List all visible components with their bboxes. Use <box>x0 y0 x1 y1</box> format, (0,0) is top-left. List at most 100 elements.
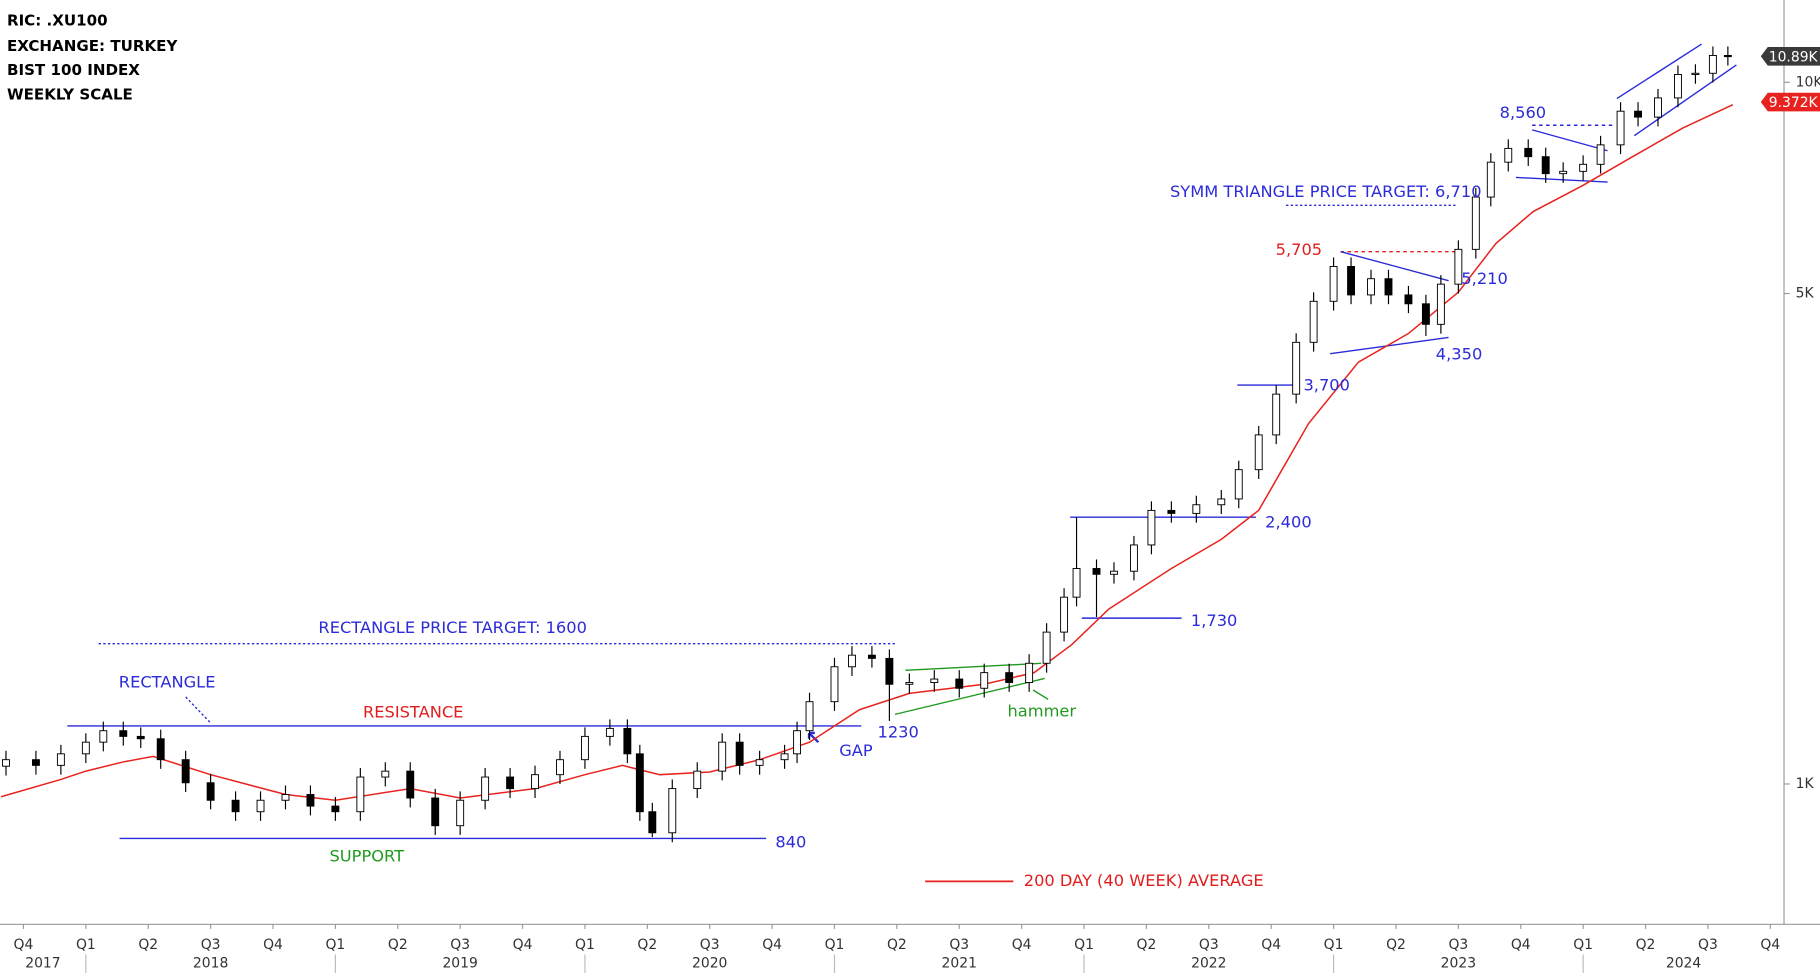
candle-body <box>848 654 856 668</box>
year-label: 2018 <box>193 956 228 972</box>
y-tick-label: 10K <box>1796 74 1820 90</box>
candle-body <box>1421 303 1430 325</box>
annotations: RECTANGLE PRICE TARGET: 1600 RECTANGLE R… <box>119 103 1546 890</box>
annotation: 1,730 <box>1191 611 1238 630</box>
annotation: RECTANGLE <box>119 673 216 692</box>
annotation: 3,700 <box>1303 376 1350 395</box>
x-tick-label: Q4 <box>1261 937 1281 953</box>
triangle-line <box>1340 250 1449 282</box>
candle-body <box>668 788 677 834</box>
x-tick-label: Q2 <box>1386 937 1406 953</box>
candle-body <box>1436 283 1445 325</box>
candle-body <box>955 678 964 689</box>
annotation: 840 <box>775 833 806 852</box>
wedge-line <box>1515 176 1608 183</box>
annotation: 8,560 <box>1500 103 1547 122</box>
candle-body <box>1404 294 1413 305</box>
price-tag-label: 9.372K <box>1769 95 1819 111</box>
x-tick-label: Q1 <box>1573 937 1593 953</box>
pointer <box>1032 689 1049 700</box>
x-tick-label: Q4 <box>14 937 34 953</box>
candle-body <box>99 730 108 743</box>
candle-body <box>231 799 240 813</box>
candle-body <box>1674 74 1682 99</box>
candle-body <box>793 730 802 755</box>
candle-body <box>1309 300 1318 343</box>
candle-body <box>1005 672 1014 683</box>
candle-body <box>2 759 10 767</box>
x-tick-label: Q3 <box>450 937 470 953</box>
year-label: 2017 <box>25 956 60 972</box>
candle-body <box>1025 662 1034 683</box>
wedge-line <box>1531 129 1608 152</box>
annotation: 1230 <box>878 722 919 741</box>
candle-body <box>1654 97 1662 118</box>
x-tick-label: Q4 <box>1511 937 1531 953</box>
candle-body <box>136 735 145 740</box>
pointer <box>185 696 212 725</box>
candle-body <box>381 770 390 778</box>
candle-body <box>1596 144 1605 165</box>
candle-body <box>980 672 989 689</box>
x-tick-label: Q2 <box>138 937 158 953</box>
candle-body <box>1092 568 1101 575</box>
year-label: 2020 <box>692 956 727 972</box>
candle-body <box>306 794 315 807</box>
triangle-line <box>894 677 1045 716</box>
annotation: RECTANGLE PRICE TARGET: 1600 <box>318 618 587 637</box>
header-line: EXCHANGE: TURKEY <box>7 37 179 55</box>
candle-body <box>1541 156 1550 175</box>
candle-body <box>56 753 65 766</box>
plot-area <box>0 46 1734 843</box>
year-label: 2023 <box>1441 956 1476 972</box>
price-tag <box>1760 47 1820 66</box>
channel-line <box>1616 43 1702 100</box>
candle-body <box>1559 170 1568 175</box>
x-tick-label: Q1 <box>76 937 96 953</box>
x-tick-label: Q3 <box>949 937 969 953</box>
candle-body <box>780 753 789 761</box>
candle-body <box>1217 498 1226 506</box>
candle-body <box>531 774 539 790</box>
triangle-line <box>905 662 1042 672</box>
candle-body <box>1147 509 1156 546</box>
x-tick-label: Q3 <box>201 937 221 953</box>
candle-body <box>406 770 415 799</box>
candle-body <box>867 654 876 659</box>
candle-body <box>1471 196 1480 250</box>
candle-body <box>181 759 190 784</box>
candle-body <box>1192 504 1201 514</box>
candle-body <box>1292 341 1301 395</box>
x-tick-label: Q3 <box>1698 937 1718 953</box>
candle-body <box>156 738 165 761</box>
annotation: SYMM TRIANGLE PRICE TARGET: 6,710 <box>1170 182 1482 201</box>
header-line: RIC: .XU100 <box>7 11 108 29</box>
x-tick-label: Q4 <box>1760 937 1780 953</box>
candle-body <box>281 794 290 801</box>
price-tag-label: 10.89K <box>1769 49 1819 65</box>
header-line: BIST 100 INDEX <box>7 61 140 79</box>
candle-body <box>31 759 40 766</box>
candle-body <box>1167 509 1176 514</box>
x-tick-label: Q1 <box>575 937 595 953</box>
annotation: SUPPORT <box>329 847 404 866</box>
candle-body <box>1634 110 1642 118</box>
candle-body <box>119 730 128 737</box>
channel-line <box>1633 64 1737 137</box>
year-label: 2019 <box>442 956 477 972</box>
x-tick-label: Q4 <box>263 937 283 953</box>
x-tick-label: Q1 <box>1324 937 1344 953</box>
x-tick-label: Q2 <box>887 937 907 953</box>
moving-average-line <box>0 104 1734 801</box>
candle-body <box>1272 393 1281 436</box>
candle-body <box>1691 72 1700 75</box>
candle-body <box>256 799 265 813</box>
y-tick-label: 1K <box>1796 776 1815 792</box>
candle-body <box>930 678 939 683</box>
candle-body <box>1616 110 1625 146</box>
candle-body <box>331 805 340 813</box>
candle-body <box>1347 266 1355 296</box>
